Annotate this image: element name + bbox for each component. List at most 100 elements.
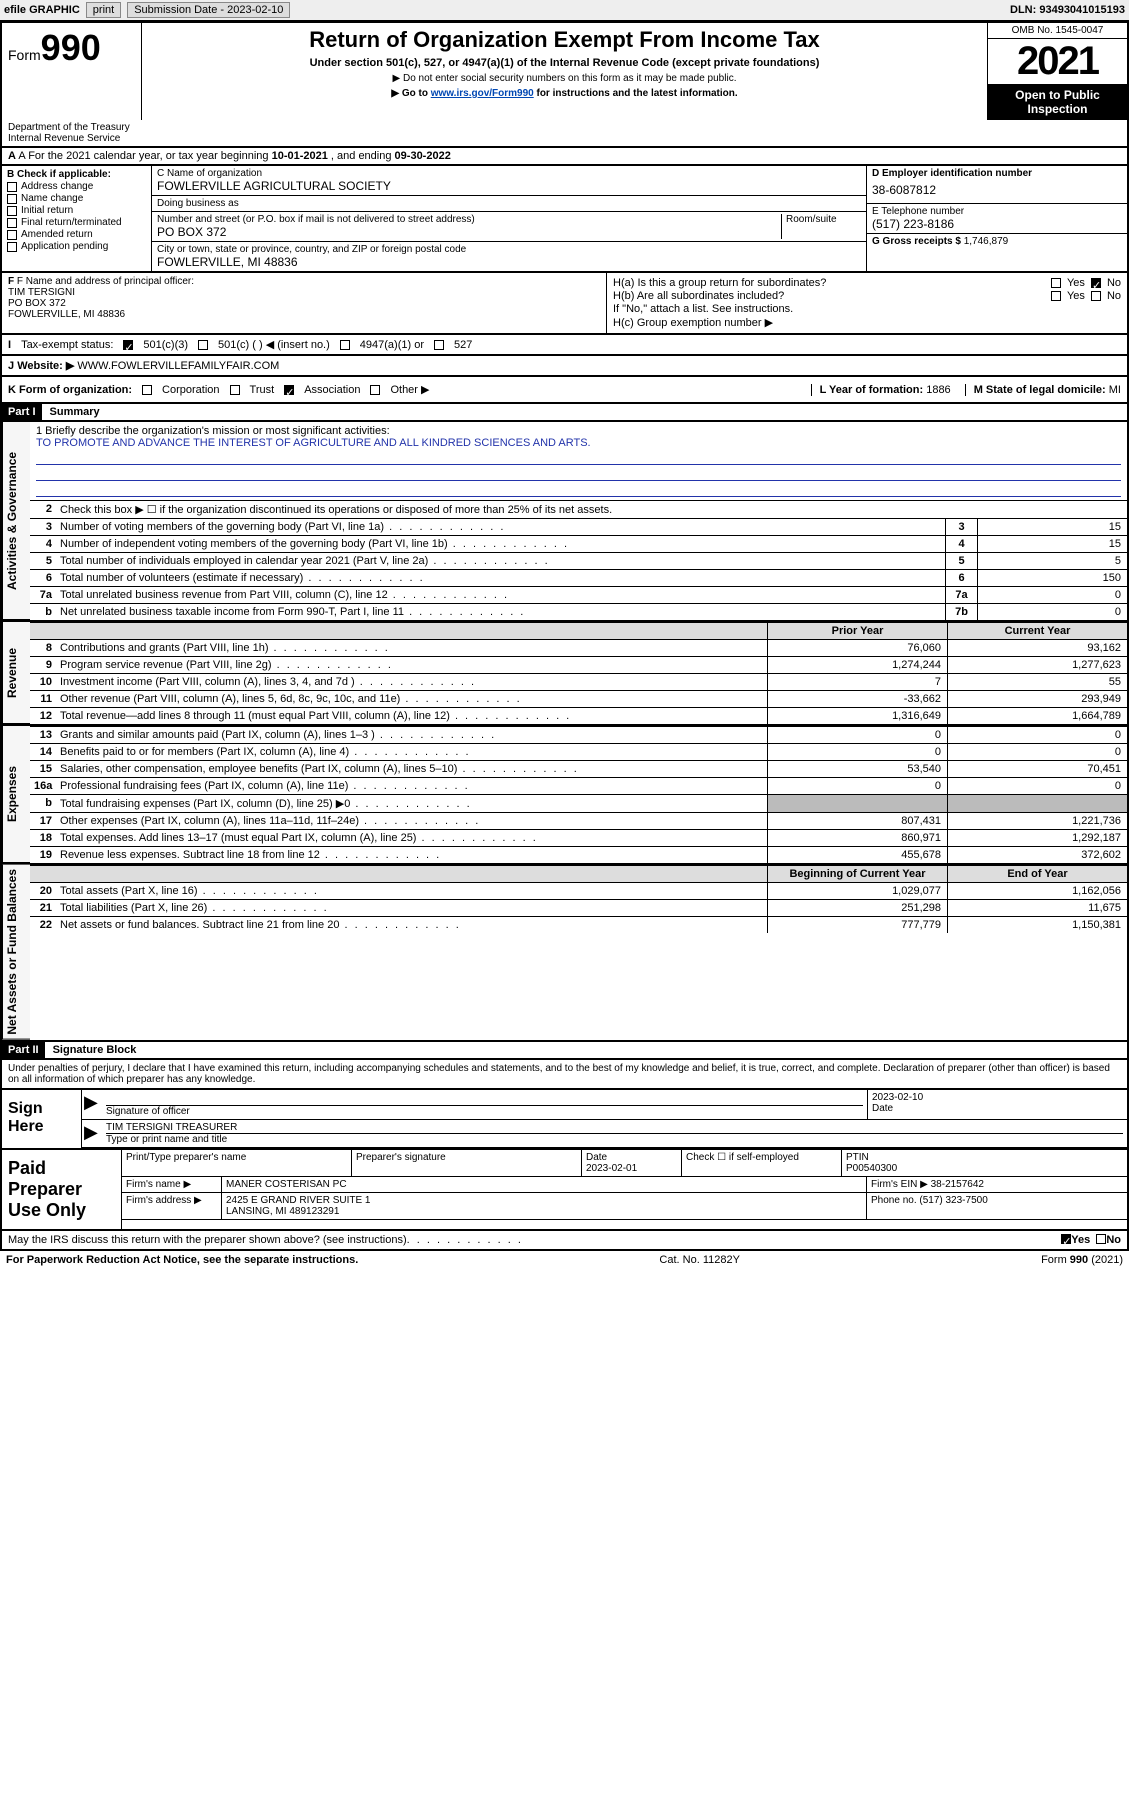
firm-addr2: LANSING, MI 489123291 (226, 1206, 339, 1217)
f-label: F Name and address of principal officer: (17, 276, 194, 287)
hdr-prior: Prior Year (767, 623, 947, 639)
i-501c: 501(c) ( ) ◀ (insert no.) (218, 338, 330, 351)
prep-ptin: P00540300 (846, 1163, 897, 1174)
k-other-check[interactable] (370, 385, 380, 395)
fin-desc: Program service revenue (Part VIII, line… (56, 657, 767, 673)
ha-yes-check[interactable] (1051, 278, 1061, 288)
hb-yes-check[interactable] (1051, 291, 1061, 301)
line-num: 3 (30, 519, 56, 535)
expenses-block: Expenses 13Grants and similar amounts pa… (0, 726, 1129, 865)
i-501c-check[interactable] (198, 340, 208, 350)
prep-check-hdr: Check ☐ if self-employed (682, 1150, 842, 1176)
fin-num: 19 (30, 847, 56, 863)
i-501c3: 501(c)(3) (143, 339, 188, 351)
note2-post: for instructions and the latest informat… (534, 88, 738, 99)
fin-prior: 53,540 (767, 761, 947, 777)
section-a: A A For the 2021 calendar year, or tax y… (0, 146, 1129, 164)
org-name: FOWLERVILLE AGRICULTURAL SOCIETY (157, 179, 861, 193)
fin-desc: Contributions and grants (Part VIII, lin… (56, 640, 767, 656)
b-opt-label: Application pending (21, 241, 108, 252)
hb-no-check[interactable] (1091, 291, 1101, 301)
hb-label: H(b) Are all subordinates included? (613, 290, 1045, 302)
fin-desc: Revenue less expenses. Subtract line 18 … (56, 847, 767, 863)
fin-curr: 0 (947, 778, 1127, 794)
fin-num: 16a (30, 778, 56, 794)
dln-label: DLN: (1010, 4, 1039, 16)
fin-curr: 1,292,187 (947, 830, 1127, 846)
dln-value: 93493041015193 (1039, 4, 1125, 16)
c-name-label: C Name of organization (157, 168, 861, 179)
i-501c3-check[interactable]: ✓ (123, 340, 133, 350)
fin-num: 10 (30, 674, 56, 690)
form-ref: Form 990 (2021) (1041, 1254, 1123, 1266)
prep-sig-hdr: Preparer's signature (352, 1150, 582, 1176)
b-checkbox[interactable] (7, 242, 17, 252)
hdr-beginning: Beginning of Current Year (767, 866, 947, 882)
open-inspection: Open to Public Inspection (988, 84, 1127, 120)
k-corp-check[interactable] (142, 385, 152, 395)
k-assoc-check[interactable]: ✓ (284, 385, 294, 395)
fin-prior: 7 (767, 674, 947, 690)
fin-num: 13 (30, 727, 56, 743)
prep-date: 2023-02-01 (586, 1163, 637, 1174)
fin-curr: 0 (947, 727, 1127, 743)
fin-desc: Total fundraising expenses (Part IX, col… (56, 795, 767, 812)
fin-desc: Benefits paid to or for members (Part IX… (56, 744, 767, 760)
ha-yes: Yes (1067, 277, 1085, 289)
b-opt-label: Amended return (21, 229, 93, 240)
a-end: 09-30-2022 (395, 150, 451, 162)
dln: DLN: 93493041015193 (1010, 4, 1125, 16)
efile-label: efile GRAPHIC (4, 4, 80, 16)
k-label: K Form of organization: (8, 384, 132, 396)
firm-name: MANER COSTERISAN PC (222, 1177, 867, 1192)
i-527-check[interactable] (434, 340, 444, 350)
irs-no-check[interactable] (1096, 1234, 1106, 1244)
irs-link[interactable]: www.irs.gov/Form990 (431, 88, 534, 99)
line-val: 0 (977, 604, 1127, 620)
irs-yes-check[interactable]: ✓ (1061, 1234, 1071, 1244)
k-trust-check[interactable] (230, 385, 240, 395)
form-header: Form990 Return of Organization Exempt Fr… (0, 21, 1129, 120)
hb-no: No (1107, 290, 1121, 302)
c-dba-label: Doing business as (157, 198, 861, 209)
side-governance: Activities & Governance (2, 422, 30, 620)
b-checkbox[interactable] (7, 194, 17, 204)
fin-prior: 0 (767, 727, 947, 743)
ha-no-check[interactable]: ✓ (1091, 278, 1101, 288)
fin-prior: 0 (767, 744, 947, 760)
b-title: B Check if applicable: (7, 169, 146, 180)
website-url: WWW.FOWLERVILLEFAMILYFAIR.COM (77, 360, 279, 372)
c-city-label: City or town, state or province, country… (157, 244, 861, 255)
fin-desc: Investment income (Part VIII, column (A)… (56, 674, 767, 690)
row-j: J Website: ▶ WWW.FOWLERVILLEFAMILYFAIR.C… (0, 354, 1129, 375)
state-domicile: MI (1109, 384, 1121, 396)
b-opt-label: Initial return (21, 205, 73, 216)
i-label: Tax-exempt status: (21, 339, 113, 351)
hdr-endyear: End of Year (947, 866, 1127, 882)
fin-desc: Salaries, other compensation, employee b… (56, 761, 767, 777)
part1-tag: Part I (2, 404, 42, 420)
fin-curr: 372,602 (947, 847, 1127, 863)
b-checkbox[interactable] (7, 218, 17, 228)
b-checkbox[interactable] (7, 206, 17, 216)
side-expenses: Expenses (2, 726, 30, 863)
fin-num: 8 (30, 640, 56, 656)
line-desc: Total number of volunteers (estimate if … (56, 570, 945, 586)
section-d: D Employer identification number 38-6087… (867, 166, 1127, 271)
line-box: 7b (945, 604, 977, 620)
fin-curr: 1,150,381 (947, 917, 1127, 933)
fin-curr: 0 (947, 744, 1127, 760)
org-city: FOWLERVILLE, MI 48836 (157, 255, 861, 269)
fin-num: b (30, 795, 56, 812)
fin-num: 18 (30, 830, 56, 846)
submission-date-label: Submission Date - (134, 4, 227, 16)
print-button[interactable]: print (86, 2, 121, 18)
fin-prior: 455,678 (767, 847, 947, 863)
gross-label: G Gross receipts $ (872, 236, 964, 247)
k-corp: Corporation (162, 384, 219, 396)
line-box: 7a (945, 587, 977, 603)
b-checkbox[interactable] (7, 182, 17, 192)
b-checkbox[interactable] (7, 230, 17, 240)
line-val: 150 (977, 570, 1127, 586)
i-4947-check[interactable] (340, 340, 350, 350)
